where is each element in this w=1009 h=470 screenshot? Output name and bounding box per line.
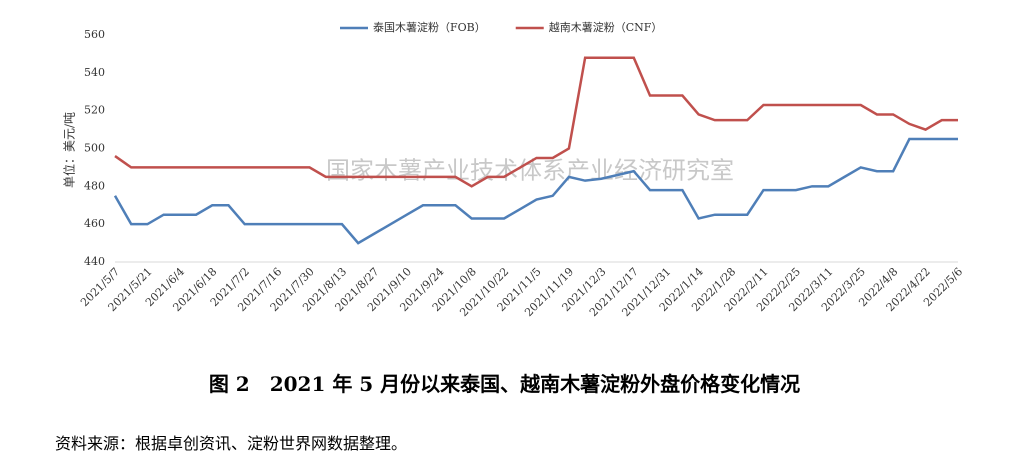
y-tick-label: 460 bbox=[84, 217, 105, 230]
y-tick-label: 540 bbox=[84, 66, 105, 79]
legend-label: 泰国木薯淀粉（FOB） bbox=[373, 20, 486, 34]
y-tick-label: 440 bbox=[84, 255, 105, 268]
y-tick-label: 500 bbox=[84, 142, 105, 155]
y-tick-label: 560 bbox=[84, 28, 105, 41]
legend-label: 越南木薯淀粉（CNF） bbox=[549, 20, 663, 34]
y-tick-label: 480 bbox=[84, 179, 105, 192]
caption: 图 2 2021 年 5 月份以来泰国、越南木薯淀粉外盘价格变化情况 bbox=[208, 372, 801, 396]
chart: 国家木薯产业技术体系产业经济研究室 单位：美元/吨 44046048050052… bbox=[62, 20, 966, 319]
y-axis-label: 单位：美元/吨 bbox=[62, 112, 77, 188]
series-line bbox=[113, 137, 958, 245]
source: 资料来源：根据卓创资讯、淀粉世界网数据整理。 bbox=[55, 434, 408, 453]
series-line bbox=[114, 56, 958, 188]
y-tick-label: 520 bbox=[84, 104, 105, 117]
